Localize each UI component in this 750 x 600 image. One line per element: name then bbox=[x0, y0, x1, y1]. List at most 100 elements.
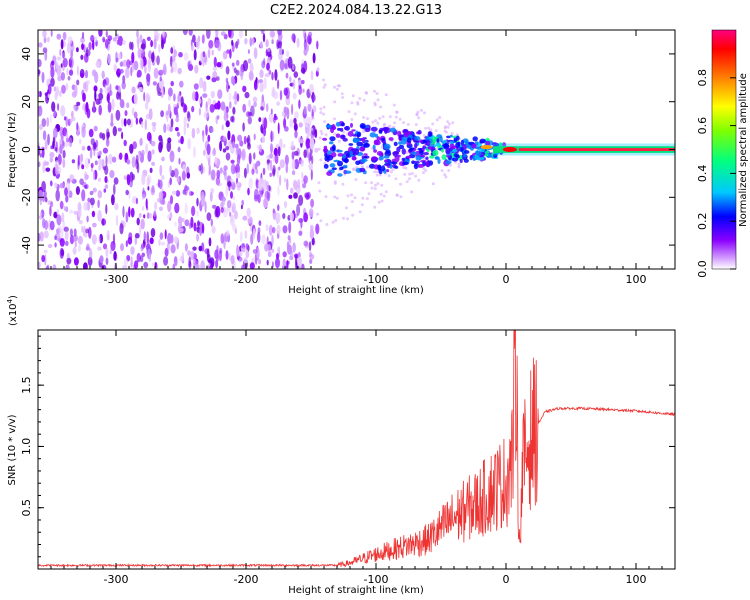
noise-cell bbox=[198, 98, 202, 104]
noise-cell bbox=[289, 76, 292, 83]
noise-cell bbox=[118, 52, 121, 60]
noise-cell bbox=[169, 150, 175, 163]
noise-cell bbox=[282, 258, 286, 269]
noise-cell bbox=[59, 200, 64, 210]
noise-cell bbox=[317, 147, 321, 151]
noise-cell bbox=[269, 153, 273, 159]
noise-cell bbox=[192, 246, 197, 251]
noise-cell bbox=[138, 213, 142, 218]
noise-cell bbox=[341, 96, 345, 99]
noise-cell bbox=[286, 241, 290, 250]
noise-cell bbox=[64, 116, 67, 121]
signal-cell bbox=[359, 146, 366, 152]
noise-cell bbox=[113, 37, 117, 42]
noise-cell bbox=[80, 36, 85, 44]
signal-cell bbox=[427, 146, 433, 150]
signal-cell bbox=[423, 152, 429, 156]
noise-cell bbox=[113, 183, 116, 196]
noise-cell bbox=[165, 110, 169, 116]
noise-cell bbox=[322, 105, 326, 109]
noise-cell bbox=[307, 103, 312, 112]
noise-cell bbox=[234, 99, 238, 105]
noise-cell bbox=[305, 138, 311, 149]
noise-cell bbox=[62, 31, 67, 41]
signal-cell bbox=[389, 127, 397, 133]
noise-cell bbox=[97, 210, 102, 222]
noise-cell bbox=[228, 92, 232, 101]
signal-cell bbox=[419, 139, 423, 143]
signal-cell bbox=[392, 150, 399, 157]
noise-cell bbox=[46, 117, 50, 127]
signal-cell bbox=[435, 142, 441, 147]
noise-cell bbox=[54, 182, 58, 189]
signal-cell bbox=[441, 154, 447, 160]
noise-cell bbox=[310, 70, 314, 81]
x-tick-label: -100 bbox=[364, 273, 389, 286]
noise-cell bbox=[64, 230, 69, 241]
noise-cell bbox=[97, 199, 100, 209]
noise-cell bbox=[387, 174, 391, 178]
noise-cell bbox=[161, 175, 165, 180]
noise-cell bbox=[125, 189, 129, 196]
noise-cell bbox=[447, 169, 451, 172]
y-tick-label: 1.0 bbox=[20, 438, 33, 456]
noise-cell bbox=[237, 134, 243, 142]
noise-cell bbox=[244, 37, 248, 45]
noise-cell bbox=[313, 129, 317, 138]
noise-cell bbox=[382, 123, 386, 127]
noise-cell bbox=[300, 67, 306, 74]
noise-cell bbox=[89, 147, 93, 159]
noise-cell bbox=[283, 143, 286, 149]
signal-cell bbox=[425, 139, 431, 146]
signal-cell bbox=[502, 142, 507, 147]
noise-cell bbox=[144, 119, 147, 131]
noise-cell bbox=[81, 189, 86, 202]
snr-ticks: -300 -200 -100 0 100 0.5 1.0 1.5 bbox=[20, 330, 676, 586]
noise-cell bbox=[113, 251, 117, 261]
noise-cell bbox=[365, 197, 369, 201]
noise-cell bbox=[136, 252, 141, 263]
noise-cell bbox=[291, 103, 294, 115]
noise-cell bbox=[204, 201, 207, 213]
noise-cell bbox=[352, 168, 356, 172]
noise-cell bbox=[294, 111, 299, 119]
noise-cell bbox=[98, 164, 102, 171]
noise-cell bbox=[394, 177, 398, 181]
noise-cell bbox=[191, 127, 196, 139]
noise-cell bbox=[198, 107, 201, 116]
signal-cell bbox=[351, 129, 356, 132]
noise-cell bbox=[199, 227, 202, 237]
noise-cell bbox=[318, 189, 322, 193]
noise-cell bbox=[438, 116, 442, 119]
noise-cell bbox=[173, 93, 176, 102]
noise-cell bbox=[232, 196, 236, 201]
noise-cell bbox=[168, 95, 171, 101]
noise-cell bbox=[65, 240, 69, 247]
noise-cell bbox=[134, 236, 137, 246]
noise-cell bbox=[92, 100, 96, 112]
noise-cell bbox=[276, 166, 279, 179]
noise-cell bbox=[179, 80, 184, 88]
noise-cell bbox=[350, 118, 354, 121]
noise-cell bbox=[358, 97, 362, 101]
y-tick-label: 40 bbox=[20, 47, 33, 61]
noise-cell bbox=[251, 168, 255, 175]
noise-cell bbox=[353, 196, 357, 200]
noise-cell bbox=[116, 91, 120, 100]
noise-cell bbox=[225, 250, 229, 260]
noise-cell bbox=[351, 213, 355, 217]
noise-cell bbox=[133, 111, 138, 119]
noise-cell bbox=[310, 198, 314, 208]
signal-cell bbox=[383, 155, 390, 159]
noise-cell bbox=[159, 69, 165, 75]
noise-cell bbox=[308, 162, 313, 171]
noise-cell bbox=[410, 190, 414, 194]
noise-cell bbox=[154, 201, 158, 210]
noise-cell bbox=[141, 173, 146, 186]
noise-cell bbox=[115, 57, 119, 63]
noise-cell bbox=[457, 162, 461, 166]
noise-cell bbox=[311, 116, 315, 121]
signal-cell bbox=[394, 165, 399, 169]
noise-cell bbox=[238, 251, 243, 257]
noise-cell bbox=[139, 137, 143, 146]
